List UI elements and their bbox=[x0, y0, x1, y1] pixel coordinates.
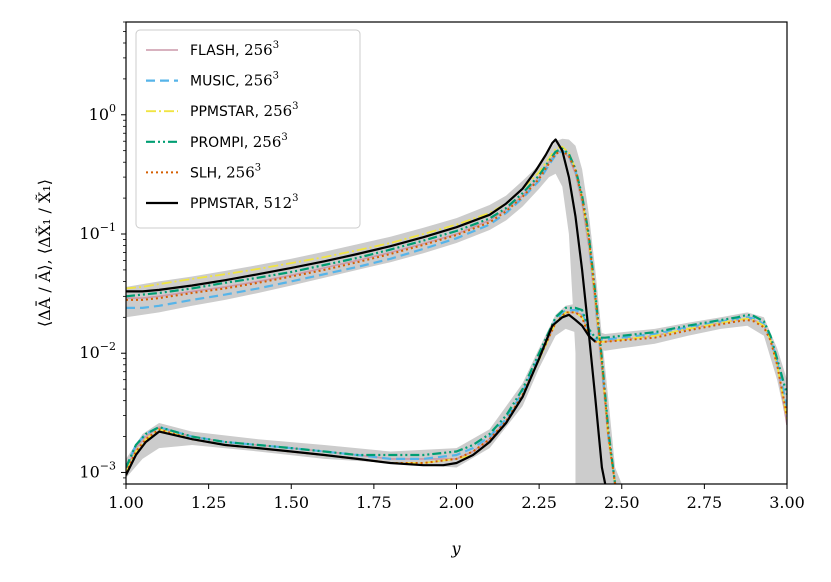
series-line-5-lower bbox=[126, 313, 597, 476]
y-tick-label-2: 10−1 bbox=[79, 221, 116, 243]
x-axis-label: y bbox=[450, 539, 461, 558]
legend-box bbox=[135, 29, 361, 229]
band-lower bbox=[126, 303, 787, 478]
legend-label-2: PPMSTAR, 2563 bbox=[190, 101, 299, 120]
y-tick-label-0: 10−3 bbox=[79, 459, 116, 481]
x-tick-label-4: 2.00 bbox=[439, 493, 475, 512]
x-tick-label-3: 1.75 bbox=[356, 493, 392, 512]
x-tick-label-2: 1.50 bbox=[273, 493, 309, 512]
x-tick-label-1: 1.25 bbox=[191, 493, 227, 512]
x-axis: 1.00 1.25 1.50 1.75 2.00 2.25 2.50 2.75 3.00 bbox=[108, 484, 805, 512]
x-tick-label-8: 3.00 bbox=[769, 493, 805, 512]
legend-label-5: PPMSTAR, 5123 bbox=[190, 193, 299, 212]
legend: FLASH, 2563 MUSIC, 2563 PPMSTAR, 2563 PROMP… bbox=[135, 29, 361, 229]
x-tick-label-7: 2.75 bbox=[687, 493, 723, 512]
band-upper bbox=[126, 138, 622, 484]
series-line-3-upper bbox=[126, 147, 617, 484]
y-axis: 10−3 10−2 10−1 100 bbox=[79, 21, 126, 485]
x-tick-label-0: 1.00 bbox=[108, 493, 144, 512]
legend-label-1: MUSIC, 2563 bbox=[190, 71, 279, 90]
x-tick-label-6: 2.50 bbox=[604, 493, 640, 512]
legend-label-3: PROMPI, 2563 bbox=[190, 132, 288, 151]
legend-label-0: FLASH, 2563 bbox=[190, 40, 279, 59]
legend-label-4: SLH, 2563 bbox=[190, 162, 261, 181]
y-axis-label: ⟨ΔĀ / Ā⟩, ⟨ΔX̃₁ / X̃₁⟩ bbox=[34, 179, 54, 327]
series-lines bbox=[126, 138, 787, 484]
y-tick-label-1: 10−2 bbox=[79, 340, 116, 362]
series-line-4-upper bbox=[126, 149, 617, 484]
band-spike bbox=[575, 305, 589, 484]
series-line-5-upper bbox=[126, 138, 607, 484]
spread-band bbox=[126, 138, 787, 484]
y-tick-label-3: 100 bbox=[89, 102, 116, 124]
x-tick-label-5: 2.25 bbox=[521, 493, 557, 512]
